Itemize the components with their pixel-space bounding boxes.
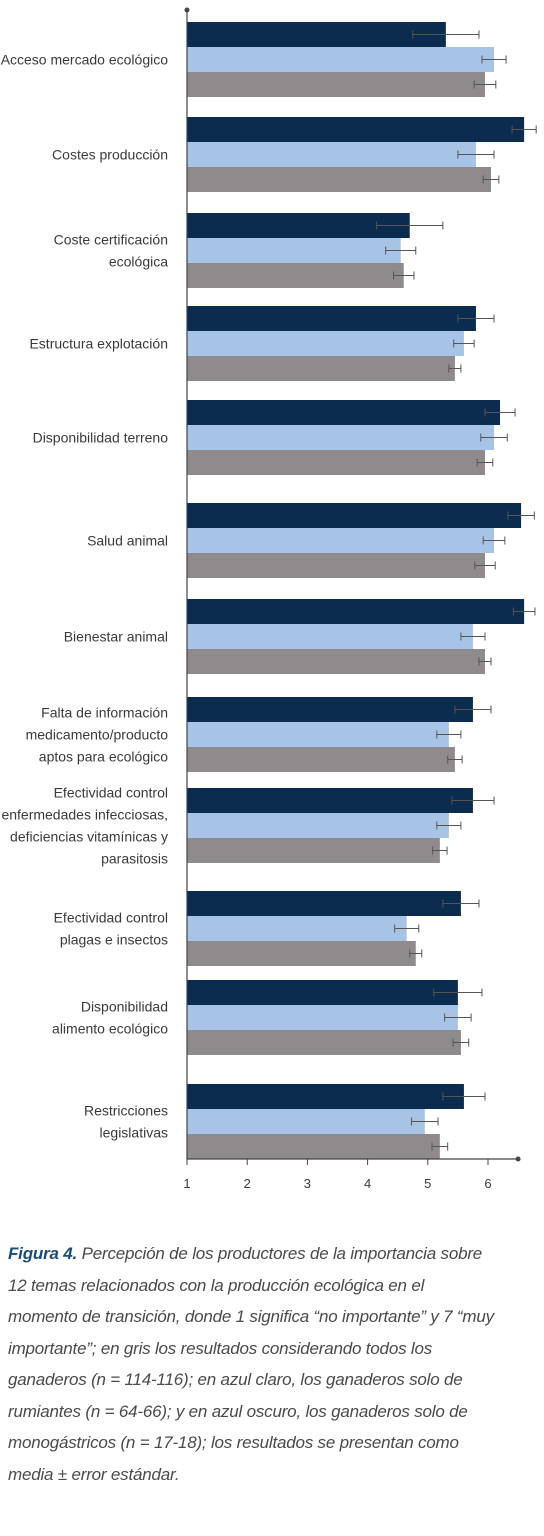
error-bar-s3-c7 (478, 657, 492, 666)
category-label-10: Efectividad control plagas e insectos (54, 910, 168, 948)
error-bar-s2-c9 (436, 821, 462, 830)
error-bar-s1-c1 (412, 30, 480, 39)
bar-s1-c2 (187, 117, 525, 142)
figure-label: Figura 4. (8, 1244, 78, 1263)
error-bar-s3-c9 (432, 846, 448, 855)
figure-caption: Figura 4. Percepción de los productores … (8, 1238, 498, 1490)
bar-s3-c9 (187, 838, 440, 863)
bar-s2-c10 (187, 916, 407, 941)
error-bar-s1-c6 (507, 511, 535, 520)
bar-s2-c12 (187, 1109, 425, 1134)
error-bar-s1-c12 (442, 1092, 486, 1101)
error-bar-s1-c7 (512, 607, 536, 616)
bar-s2-c9 (187, 813, 449, 838)
error-bar-s1-c5 (484, 408, 516, 417)
category-label-3: Coste certificación ecológica (54, 232, 169, 270)
x-tick-label-4: 4 (364, 1176, 371, 1191)
bar-s1-c12 (187, 1084, 464, 1109)
error-bar-s1-c11 (433, 988, 483, 997)
bar-s2-c4 (187, 331, 464, 356)
error-bar-s2-c7 (460, 632, 486, 641)
category-label-2: Costes producción (52, 147, 168, 163)
y-axis-end-dot (184, 7, 190, 13)
category-label-7: Bienestar animal (64, 629, 168, 645)
category-label-9: Efectividad control enfermedades infeccio… (1, 785, 168, 867)
bar-s3-c6 (187, 553, 485, 578)
error-bar-s3-c8 (447, 755, 463, 764)
error-bar-s2-c3 (385, 246, 417, 255)
bar-s2-c3 (187, 238, 401, 263)
bar-s3-c4 (187, 356, 455, 381)
bar-s1-c4 (187, 306, 476, 331)
bar-s2-c1 (187, 47, 495, 72)
bar-s3-c12 (187, 1134, 440, 1159)
bar-s1-c3 (187, 213, 410, 238)
bar-s3-c2 (187, 167, 492, 192)
error-bar-s2-c2 (457, 150, 495, 159)
error-bar-s1-c3 (376, 221, 444, 230)
error-bar-s1-c2 (511, 125, 537, 134)
x-axis-end-dot (515, 1156, 521, 1162)
error-bar-s2-c10 (394, 924, 420, 933)
error-bar-s3-c6 (474, 561, 496, 570)
bar-s1-c10 (187, 891, 461, 916)
category-label-11: Disponibilidad alimento ecológico (52, 999, 168, 1037)
x-tick-label-2: 2 (244, 1176, 251, 1191)
x-tick-label-6: 6 (484, 1176, 491, 1191)
error-bar-s2-c1 (481, 55, 507, 64)
bar-s3-c1 (187, 72, 485, 97)
bar-s3-c5 (187, 450, 485, 475)
bar-s1-c11 (187, 980, 458, 1005)
bar-s1-c5 (187, 400, 501, 425)
bar-s1-c9 (187, 788, 473, 813)
error-bar-s1-c9 (451, 796, 495, 805)
error-bar-s1-c8 (454, 705, 492, 714)
bar-s2-c6 (187, 528, 495, 553)
bar-s3-c11 (187, 1030, 461, 1055)
x-tick-label-1: 1 (183, 1176, 190, 1191)
error-bar-s2-c12 (411, 1117, 439, 1126)
bar-s1-c6 (187, 503, 522, 528)
error-bar-s1-c10 (442, 899, 480, 908)
category-label-5: Disponibilidad terreno (33, 430, 169, 446)
bar-s2-c8 (187, 722, 449, 747)
error-bar-s1-c4 (457, 314, 495, 323)
error-bar-s2-c5 (480, 433, 508, 442)
bar-s2-c11 (187, 1005, 458, 1030)
error-bar-s3-c4 (448, 364, 462, 373)
bar-s3-c8 (187, 747, 455, 772)
bar-s2-c5 (187, 425, 495, 450)
category-label-6: Salud animal (87, 533, 168, 549)
error-bar-s2-c6 (482, 536, 506, 545)
error-bar-s3-c5 (476, 458, 494, 467)
category-label-1: Acceso mercado ecológico (1, 52, 169, 68)
bar-s1-c1 (187, 22, 446, 47)
error-bar-s3-c3 (392, 271, 415, 280)
bar-s2-c2 (187, 142, 476, 167)
bar-s2-c7 (187, 624, 473, 649)
bar-s1-c7 (187, 599, 525, 624)
error-bar-s3-c2 (482, 175, 500, 184)
bar-chart: 1 2 3 4 5 6 Acceso mercado ecológico Costes pr… (1, 7, 537, 1191)
error-bar-s3-c10 (409, 949, 423, 958)
x-tick-label-5: 5 (424, 1176, 431, 1191)
error-bar-s3-c11 (452, 1038, 470, 1047)
error-bar-s2-c4 (453, 339, 475, 348)
category-label-12: Restricciones legislativas (84, 1103, 168, 1141)
bar-s3-c10 (187, 941, 416, 966)
error-bar-s2-c8 (436, 730, 462, 739)
bar-s3-c7 (187, 649, 485, 674)
category-label-4: Estructura explotación (29, 336, 168, 352)
bar-s3-c3 (187, 263, 404, 288)
error-bar-s2-c11 (444, 1013, 472, 1022)
error-bar-s3-c12 (431, 1142, 449, 1151)
x-tick-label-3: 3 (304, 1176, 311, 1191)
category-label-8: Falta de información medicamento/producto… (26, 705, 169, 765)
bar-s1-c8 (187, 697, 473, 722)
caption-text: Percepción de los productores de la impo… (8, 1244, 494, 1484)
error-bar-s3-c1 (473, 80, 497, 89)
